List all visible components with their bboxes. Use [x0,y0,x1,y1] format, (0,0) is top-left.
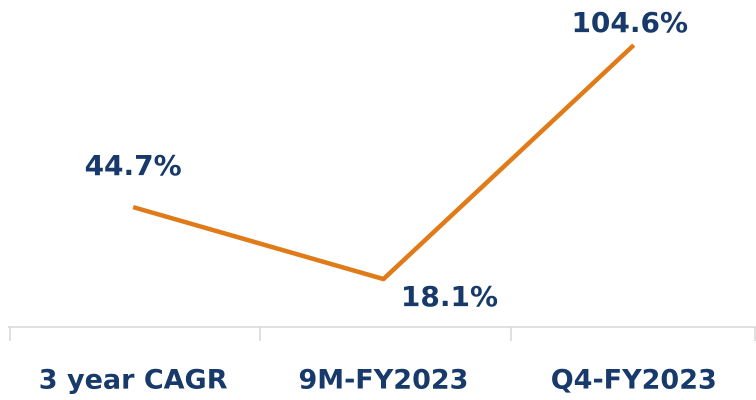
x-tick-label: 9M-FY2023 [298,365,468,396]
x-axis [8,326,756,341]
x-tick-label: Q4-FY2023 [551,365,717,396]
data-label: 44.7% [85,149,182,182]
x-tick-label: 3 year CAGR [39,365,228,396]
data-label: 104.6% [571,6,688,39]
data-label: 18.1% [401,280,498,313]
line [132,43,636,282]
